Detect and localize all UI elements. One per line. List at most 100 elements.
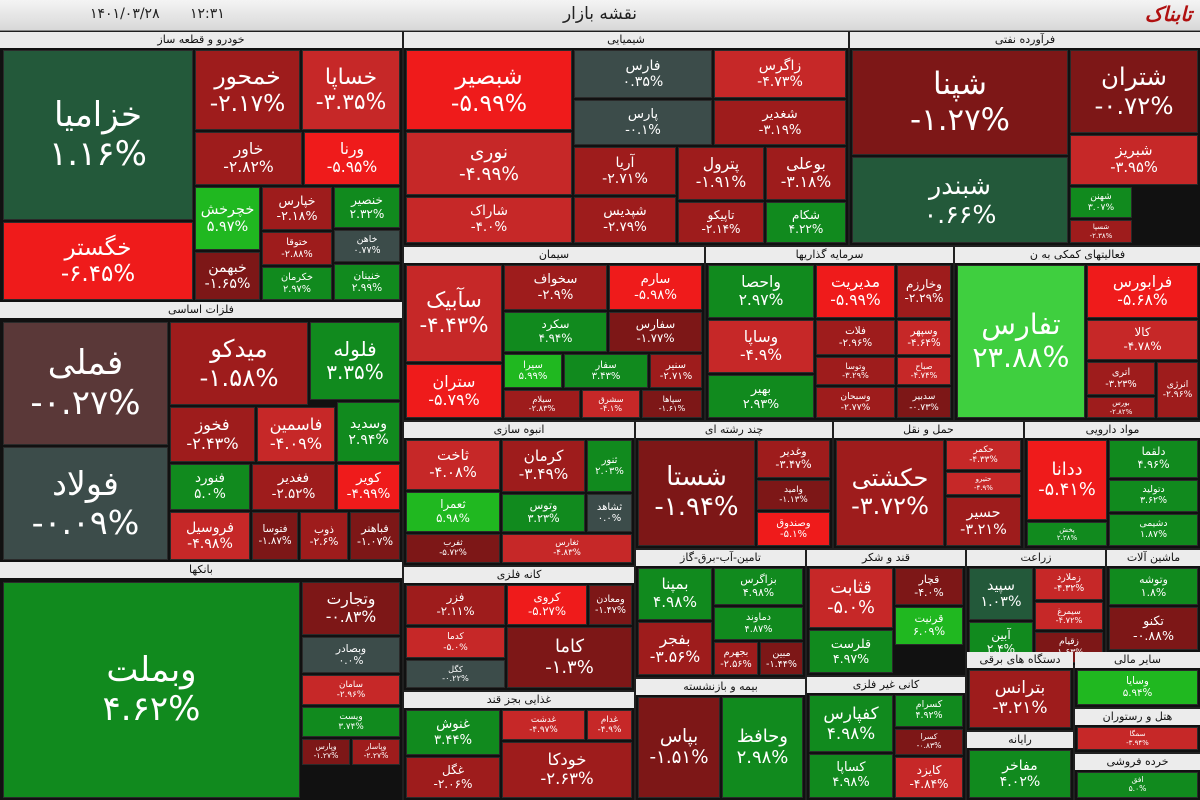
tile-symbol: خساپا [324, 64, 378, 90]
tile-symbol: زملارد [1057, 572, 1081, 584]
tile: وتوسا -۳.۲۹% [816, 357, 895, 385]
tile-symbol: سفار [595, 359, 617, 371]
tile-change: -۲.۸۸% [281, 248, 313, 260]
tile-change: -۵.۹۹% [450, 89, 528, 117]
tile: وسپهر -۴.۶۴% [897, 320, 951, 355]
tile: خبهمن -۱.۶۵% [195, 252, 260, 300]
tile-change: -۳.۱۸% [780, 172, 832, 191]
tile-change: -۱.۳% [545, 656, 594, 678]
tile-change: -۱.۵۸% [199, 362, 279, 392]
tile: وامید -۱.۱۳% [757, 480, 830, 510]
tile-change: -۲.۱۸% [276, 207, 318, 223]
tile-change: -۴.۷۴% [910, 370, 938, 380]
tile-symbol: وساپا [743, 327, 779, 346]
tile-symbol: دلقما [1141, 445, 1166, 459]
tile: شغدیر -۳.۱۹% [714, 100, 846, 145]
tile: وسایا ۵.۹۴% [1077, 670, 1198, 705]
tile-symbol: شسپا [1092, 223, 1110, 232]
tile-symbol: فاسمین [269, 414, 323, 434]
tile-symbol: نوری [469, 142, 509, 164]
tile: خپارس -۲.۱۸% [262, 187, 332, 230]
tile-symbol: کسرام [915, 699, 943, 711]
tile-symbol: بهیر [750, 380, 772, 396]
tile-symbol: کساپا [836, 760, 866, 776]
tile-change: -۴.۹% [739, 345, 783, 364]
tile-symbol: کفپارس [823, 703, 879, 724]
tile: کویر -۴.۹۹% [337, 464, 400, 510]
tile-change: ۴.۹۷% [832, 650, 870, 666]
tile-symbol: وسبحان [840, 392, 871, 403]
tile-change: -۱.۷۷% [636, 331, 675, 345]
tile: قچار -۴.۰% [895, 568, 963, 605]
tile-symbol: خبهمن [208, 259, 247, 276]
tile: فارس ۰.۳۵% [574, 50, 712, 98]
tile: صباح -۴.۷۴% [897, 357, 951, 385]
tile-symbol: وتوس [529, 499, 558, 513]
logo: تابناک [1144, 2, 1192, 26]
tile: ثغارس -۴.۸۳% [502, 534, 632, 563]
tile: حکمر -۴.۳۳% [946, 440, 1021, 470]
tile-change: -۵.۱% [779, 529, 808, 540]
tile-symbol: فباهنر [361, 522, 389, 536]
tile-symbol: سمگا [1129, 730, 1146, 739]
sector-title: کانه فلزی [404, 567, 634, 583]
tile-change: ۲.۳۲% [349, 206, 385, 221]
tile-change: -۲.۸۲% [223, 157, 274, 176]
tile-change: -۳.۴۹% [518, 465, 569, 483]
tile: پخش ۲.۲۸% [1027, 522, 1107, 546]
tile-symbol: سدبیر [912, 392, 936, 403]
tile-change: -۲.۱۴% [701, 221, 741, 236]
tile-symbol: فولاد [52, 464, 119, 504]
tile: دشیمی ۱.۸۷% [1109, 514, 1198, 546]
tile: شکام ۴.۲۲% [766, 202, 846, 243]
tile-symbol: خنصیر [351, 192, 383, 207]
tile-symbol: سپید [987, 577, 1015, 594]
tile-symbol: ثاخت [436, 447, 470, 465]
tile: سامان -۲.۹۶% [302, 675, 400, 705]
tile-change: -۱.۹۴% [654, 492, 739, 522]
tile-symbol: خاور [233, 139, 264, 158]
tile-change: -۲.۹۶% [838, 336, 873, 349]
tile: افق ۵.۰% [1077, 772, 1198, 798]
tile-change: -۴.۶۴% [907, 336, 941, 349]
sector-title: خرده فروشی [1075, 754, 1200, 770]
tile-symbol: حکمر [973, 444, 994, 455]
tile-change: ۰.۷۷% [353, 245, 381, 256]
tile: شهنن ۳.۰۷% [1070, 187, 1132, 218]
tile-symbol: فتوسا [262, 524, 288, 536]
tile: شپنا -۱.۲۷% [852, 50, 1068, 155]
tile: بجهرم -۲.۵۶% [714, 642, 758, 675]
tile-symbol: حسیر [966, 504, 1001, 521]
tile-change: -۱.۸۷% [258, 536, 292, 547]
tile-change: -۳.۴۷% [775, 458, 812, 471]
tile-symbol: حکشتی [851, 464, 929, 493]
tile-symbol: قلرست [830, 635, 872, 651]
tile-symbol: بوعلی [786, 154, 826, 173]
tile-symbol: کرمان [523, 447, 564, 466]
tile: وتوشه ۱.۸% [1109, 568, 1198, 605]
tile: دماوند ۴.۸۷% [714, 607, 803, 640]
tile: سکرد ۴.۹۴% [504, 312, 607, 352]
tile: وتجارت -۰.۸۳% [302, 582, 400, 635]
tile: دلقما ۴.۹۶% [1109, 440, 1198, 478]
sector-title: دستگاه های برقی [967, 652, 1073, 668]
tile: کالا -۴.۷۸% [1087, 320, 1198, 360]
tile: کرمان -۳.۴۹% [502, 440, 585, 492]
tile-change: -۱.۶۵% [204, 276, 251, 292]
tile: بورس -۲.۸۲% [1087, 397, 1155, 418]
tile-symbol: بپاس [659, 725, 699, 747]
tile: بمپنا ۴.۹۸% [638, 568, 712, 620]
tile: ددانا -۵.۴۱% [1027, 440, 1107, 520]
tile-change: ۲.۹۳% [742, 395, 780, 411]
tile-change: -۴.۹۷% [529, 725, 558, 735]
tile: حتیرو -۴.۹% [946, 472, 1021, 495]
tile-change: ۴.۹۸% [832, 775, 870, 790]
tile-symbol: کدما [447, 632, 464, 643]
tile-change: -۱.۲۷% [313, 751, 339, 760]
tile-symbol: ثغارس [555, 537, 579, 548]
sector-title: ماشین آلات [1107, 550, 1200, 566]
tile-symbol: فلوله [333, 337, 377, 361]
tile-symbol: ثشاهد [596, 501, 623, 513]
tile-symbol: شکام [792, 207, 820, 222]
